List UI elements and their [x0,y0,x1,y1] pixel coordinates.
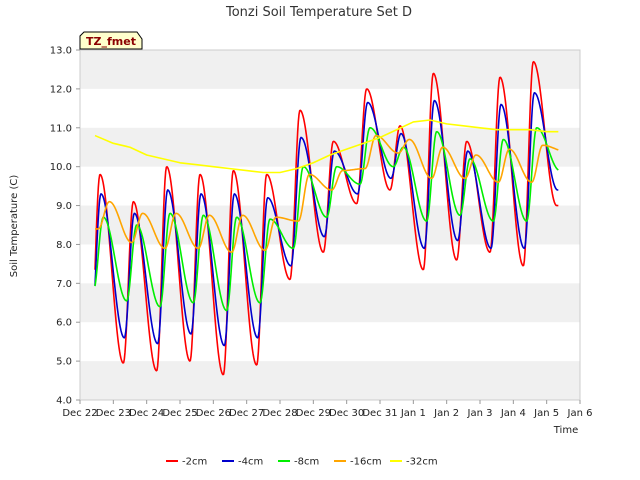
x-tick-label: Jan 5 [533,408,559,419]
y-axis-label: Soil Temperature (C) [9,175,20,278]
x-tick-label: Dec 27 [229,408,264,419]
grid-band [80,361,580,400]
x-tick-label: Dec 28 [262,408,297,419]
x-tick-label: Dec 31 [362,408,397,419]
grid-band [80,50,580,89]
series-line-minus-4cm [94,91,559,347]
series-layer [94,60,559,376]
series-line-minus-8cm [94,127,559,312]
x-axis-label: Time [553,425,578,436]
grid-band [80,205,580,245]
y-tick-label: 10.0 [50,162,72,173]
x-tick-label: Dec 25 [162,408,197,419]
x-tick-label: Dec 24 [129,408,164,419]
x-tick-label: Dec 29 [296,408,331,419]
y-tick-label: 5.0 [56,357,72,368]
x-tick-label: Jan 6 [567,408,593,419]
y-tick-label: 11.0 [50,123,72,134]
station-tag-box [79,31,143,50]
legend: -2cm -4cm -8cm -16cm -32cm [166,457,438,468]
x-tick-label: Jan 3 [467,408,493,419]
y-tick-label: 9.0 [56,201,72,212]
y-axis-ticks: 4.0 5.0 6.0 7.0 8.0 9.0 10.0 11.0 12.0 13.0 [50,46,80,407]
x-tick-label: Dec 26 [196,408,231,419]
station-tag-label: TZ_fmet [86,35,136,48]
x-tick-label: Jan 4 [500,408,526,419]
x-tick-label: Jan 1 [400,408,426,419]
y-tick-label: 6.0 [56,318,72,329]
station-tag: TZ_fmet [79,31,143,50]
y-tick-label: 4.0 [56,396,72,407]
y-tick-label: 7.0 [56,279,72,290]
plot-area [79,49,581,401]
legend-label: -4cm [238,457,263,468]
legend-label: -16cm [350,457,382,468]
legend-label: -32cm [406,457,438,468]
x-tick-label: Dec 22 [62,408,97,419]
grid-band [80,283,580,323]
x-tick-label: Dec 30 [329,408,364,419]
x-tick-label: Jan 2 [433,408,459,419]
x-tick-label: Dec 23 [96,408,131,419]
series-line-minus-16cm [94,134,559,254]
y-tick-label: 12.0 [50,84,72,95]
y-tick-label: 8.0 [56,240,72,251]
y-tick-label: 13.0 [50,46,72,57]
series-line-minus-32cm [94,119,559,174]
chart-title: Tonzi Soil Temperature Set D [225,5,412,20]
legend-label: -8cm [294,457,319,468]
legend-label: -2cm [182,457,207,468]
